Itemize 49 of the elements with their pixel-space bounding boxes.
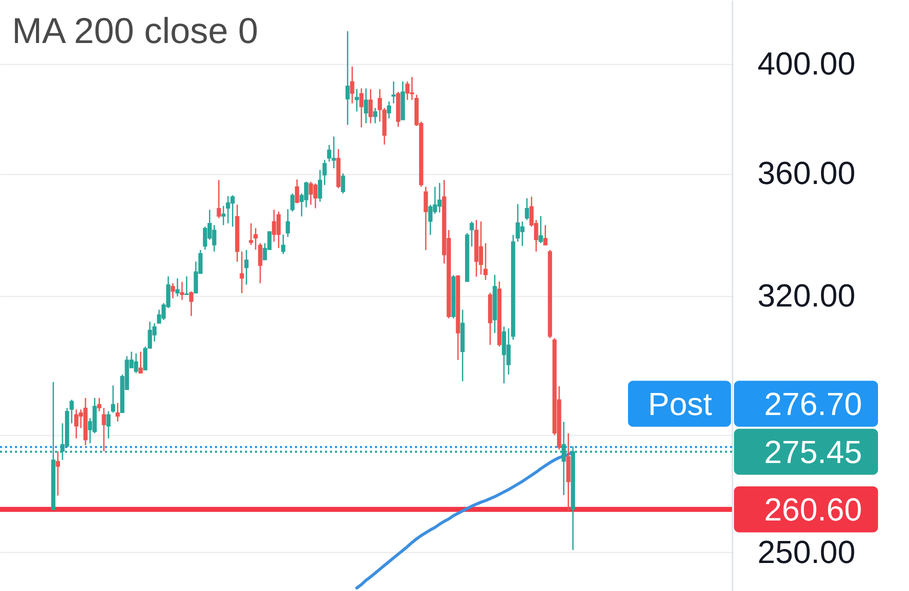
candlestick [386, 100, 392, 119]
candlestick [138, 351, 143, 374]
candlestick [346, 30, 350, 126]
candlestick [350, 66, 354, 104]
candlestick [175, 278, 180, 297]
ref-line-label: 260.60 [764, 491, 862, 528]
chart-title: MA 200 close 0 [12, 10, 258, 51]
candlestick [116, 402, 120, 422]
candlestick [437, 182, 442, 214]
y-tick-label: 400.00 [758, 46, 856, 82]
candlestick [180, 281, 184, 301]
candlestick [502, 326, 506, 384]
candlestick [538, 215, 543, 244]
candlestick [286, 208, 290, 238]
ref-line-label: 275.45 [764, 434, 862, 470]
candlestick [354, 88, 359, 112]
candlestick [106, 410, 111, 440]
candlestick [364, 88, 368, 124]
candlestick [410, 76, 414, 101]
candlestick [184, 276, 189, 296]
candlestick [290, 192, 295, 212]
candlestick [322, 159, 327, 186]
candlestick [56, 450, 60, 496]
candlestick [134, 352, 138, 374]
candlestick [543, 224, 548, 246]
candlestick [373, 107, 378, 124]
candlestick [272, 209, 276, 242]
candlestick [221, 205, 226, 226]
y-tick-label: 320.00 [758, 278, 856, 314]
candlestick [424, 186, 428, 251]
y-tick-label: 250.00 [758, 534, 856, 570]
candlestick [70, 399, 74, 424]
y-tick-label: 360.00 [758, 155, 856, 192]
candlestick [110, 384, 116, 414]
candlestick [294, 178, 300, 204]
text: Post 276.70 [648, 386, 862, 422]
candlestick [340, 172, 346, 194]
candlestick [281, 234, 286, 255]
candlestick [524, 198, 530, 221]
candlestick [216, 179, 221, 219]
candlestick [506, 328, 511, 376]
candlestick [368, 88, 373, 124]
candlestick [359, 88, 364, 128]
candlestick [170, 282, 175, 299]
candlestick [189, 290, 194, 317]
candlestick [483, 242, 488, 281]
candlestick [244, 249, 249, 286]
candlestick [248, 222, 254, 246]
candlestick [318, 169, 322, 202]
